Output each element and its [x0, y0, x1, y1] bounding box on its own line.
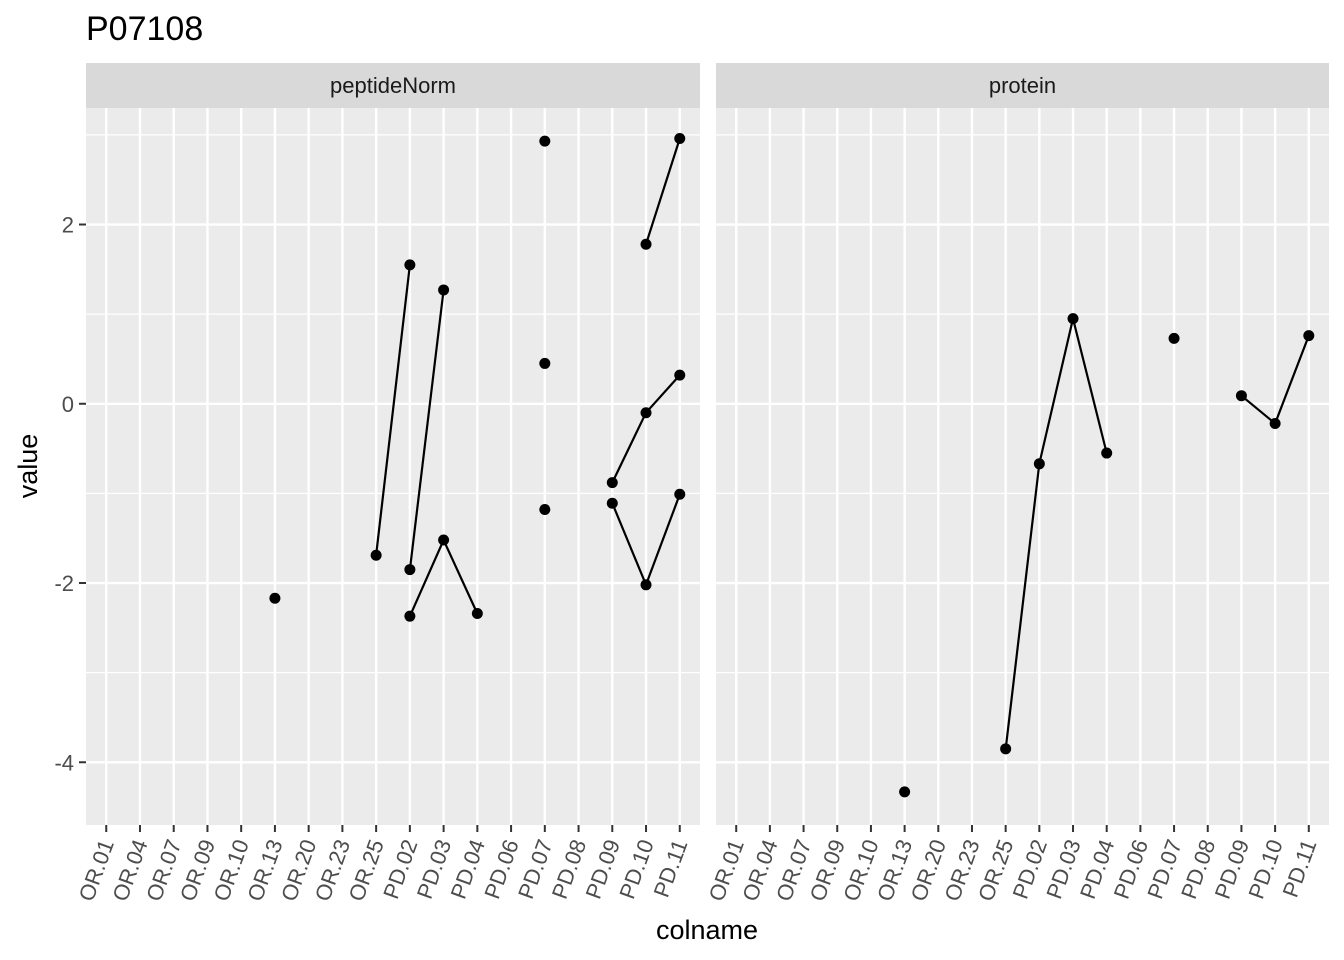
x-axis-title: colname	[656, 915, 758, 945]
data-point	[404, 259, 416, 271]
data-point	[1000, 743, 1012, 755]
data-point	[606, 497, 618, 509]
data-point	[1269, 417, 1281, 429]
data-point	[438, 284, 450, 296]
series-line	[408, 289, 445, 570]
series-line	[644, 138, 681, 245]
facet-panels: peptideNorm20-2-4OR.01OR.04OR.07OR.09OR.…	[54, 63, 1329, 904]
data-point	[640, 407, 652, 419]
facet-strip	[86, 63, 700, 108]
data-point	[1033, 458, 1045, 470]
data-point	[640, 579, 652, 591]
data-point	[606, 477, 618, 489]
data-point	[1303, 330, 1315, 342]
data-point	[269, 592, 281, 604]
data-point	[1067, 313, 1079, 325]
chart-title: P07108	[86, 10, 203, 48]
data-point	[404, 564, 416, 576]
data-point	[471, 607, 483, 619]
data-point	[899, 786, 911, 798]
data-point	[674, 132, 686, 144]
data-point	[438, 534, 450, 546]
data-point	[640, 238, 652, 250]
data-point	[674, 488, 686, 500]
panel-background	[716, 108, 1329, 825]
data-point	[1101, 447, 1113, 459]
data-point	[674, 369, 686, 381]
y-tick-label: -2	[54, 571, 74, 596]
facet-strip	[716, 63, 1329, 108]
y-axis-title: value	[13, 434, 43, 499]
panel-background	[86, 108, 700, 825]
facet-strip-label: protein	[989, 73, 1056, 98]
y-tick-label: 2	[62, 213, 74, 238]
data-point	[1235, 390, 1247, 402]
series-line	[1004, 318, 1108, 749]
data-point	[404, 610, 416, 622]
y-tick-label: -4	[54, 750, 74, 775]
series-line	[375, 264, 411, 556]
data-point	[539, 135, 551, 147]
facet-strip-label: peptideNorm	[330, 73, 456, 98]
y-tick-label: 0	[62, 392, 74, 417]
data-point	[539, 357, 551, 369]
data-point	[1168, 332, 1180, 344]
data-point	[370, 549, 382, 561]
data-point	[539, 504, 551, 516]
